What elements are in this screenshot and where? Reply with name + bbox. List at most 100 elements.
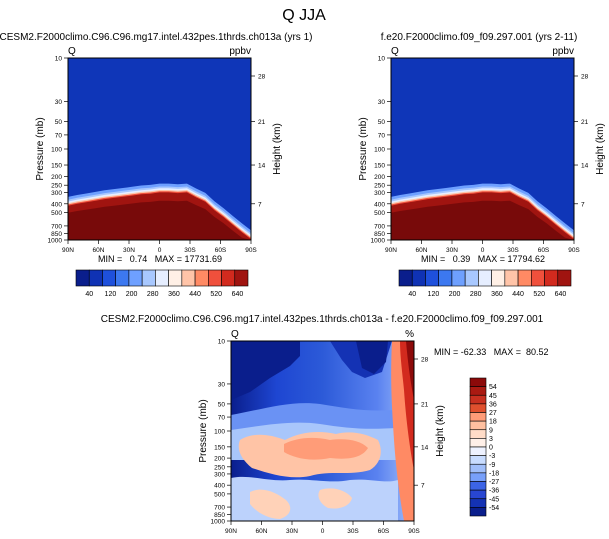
colorbar-box: [469, 412, 487, 422]
colorbar-label: 18: [489, 419, 497, 426]
y-tick-label: 1000: [211, 519, 226, 526]
y-tick-label: 100: [214, 429, 225, 436]
y-tick-label: 30: [218, 381, 226, 388]
y-tick-label: 300: [51, 190, 62, 197]
colorbar-label: 9: [489, 427, 493, 434]
y-tick-label: 400: [214, 483, 225, 490]
y-tick-label: 500: [51, 210, 62, 217]
colorbar-box: [469, 386, 487, 396]
panel-top-right: f.e20.F2000climo.f09_f09.297.001 (yrs 2-…: [358, 32, 606, 298]
colorbar-label: -3: [489, 453, 495, 460]
y-tick-label: 250: [51, 183, 62, 190]
field-bands: [391, 183, 574, 240]
y-right-tick-label: 7: [421, 483, 425, 490]
x-tick-label: 60S: [538, 247, 550, 254]
y-right-tick-label: 21: [581, 119, 589, 126]
colorbar-label: 120: [105, 291, 117, 298]
colorbar-label: 40: [408, 291, 416, 298]
colorbar-label: 360: [168, 291, 180, 298]
colorbar-label: 36: [489, 401, 497, 408]
y-right-tick-label: 14: [258, 163, 266, 170]
colorbar-box: [141, 269, 156, 287]
y-axis-right-label: Height (km): [272, 123, 283, 175]
colorbar-box: [208, 269, 222, 287]
colorbar-box: [469, 429, 487, 439]
colorbar-label: 520: [210, 291, 222, 298]
colorbar-box: [469, 420, 487, 431]
x-tick-label: 0: [158, 247, 162, 254]
colorbar: 40 120 200 280 360 440 520 640: [75, 269, 249, 298]
panel-right-label: ppbv: [229, 46, 251, 57]
colorbar-label: 200: [126, 291, 138, 298]
colorbar-box: [181, 269, 196, 287]
y-tick-label: 50: [218, 401, 226, 408]
positive-anomaly-pole-max: [406, 341, 414, 400]
colorbar-box: [469, 498, 487, 508]
y-tick-label: 10: [55, 56, 63, 63]
colorbar-box: [469, 403, 487, 413]
stats-text: MIN = -62.33 MAX = 80.52: [434, 347, 549, 357]
field-bands: [68, 183, 251, 240]
colorbar-label: 520: [533, 291, 545, 298]
colorbar-box: [469, 455, 487, 465]
colorbar-label: 440: [512, 291, 524, 298]
y-right-tick-label: 28: [581, 74, 589, 81]
y-tick-label: 200: [374, 174, 385, 181]
colorbar-box: [221, 269, 236, 287]
y-right-tick-label: 7: [258, 201, 262, 208]
x-tick-label: 60N: [256, 528, 268, 535]
y-axis-label: Pressure (mb): [358, 117, 369, 180]
negative-anomaly-core: [231, 341, 300, 400]
y-tick-label: 300: [214, 471, 225, 478]
field-band: [68, 200, 251, 240]
panel-title: CESM2.F2000climo.C96.C96.mg17.intel.432p…: [0, 32, 312, 43]
x-tick-label: 90S: [408, 528, 420, 535]
x-tick-label: 30S: [507, 247, 519, 254]
stats-text: MIN = 0.39 MAX = 17794.62: [421, 254, 545, 264]
colorbar-label: 27: [489, 410, 497, 417]
y-axis-label: Pressure (mb): [35, 117, 46, 180]
colorbar-label: 40: [85, 291, 93, 298]
x-tick-label: 90N: [385, 247, 397, 254]
y-right-tick-label: 14: [581, 163, 589, 170]
colorbar-box: [531, 269, 545, 287]
colorbar-box: [88, 269, 103, 287]
lower-trop-positive-2: [318, 488, 352, 509]
colorbar-box: [128, 269, 143, 287]
colorbar-label: 640: [555, 291, 567, 298]
y-tick-label: 850: [214, 512, 225, 519]
y-tick-label: 250: [214, 464, 225, 471]
colorbar-label: 120: [428, 291, 440, 298]
y-axis-label: Pressure (mb): [198, 399, 209, 462]
colorbar-label: 3: [489, 436, 493, 443]
x-tick-label: 60S: [215, 247, 227, 254]
colorbar-label: 200: [449, 291, 461, 298]
colorbar-box: [469, 377, 487, 387]
x-tick-label: 30S: [184, 247, 196, 254]
colorbar-box: [469, 489, 487, 500]
colorbar-box: [469, 438, 487, 448]
y-tick-label: 30: [55, 99, 63, 106]
colorbar-label: 54: [489, 384, 497, 391]
colorbar-label: 640: [232, 291, 244, 298]
y-tick-label: 500: [214, 491, 225, 498]
y-tick-label: 400: [51, 201, 62, 208]
lower-trop-positive: [250, 489, 291, 519]
colorbar-box: [464, 269, 479, 287]
colorbar-box: [451, 269, 466, 287]
colorbar-box: [469, 507, 487, 517]
colorbar-box: [469, 472, 487, 482]
colorbar-box: [469, 481, 487, 491]
y-right-tick-label: 21: [421, 401, 429, 408]
colorbar-label: -18: [489, 470, 499, 477]
x-tick-label: 90S: [245, 247, 257, 254]
colorbar-box: [517, 269, 532, 287]
field-band: [391, 200, 574, 240]
y-tick-label: 50: [378, 119, 386, 126]
y-tick-label: 200: [214, 456, 225, 463]
colorbar-label: 0: [489, 445, 493, 452]
y-tick-label: 100: [51, 147, 62, 154]
panel-top-left: CESM2.F2000climo.C96.C96.mg17.intel.432p…: [0, 32, 312, 298]
